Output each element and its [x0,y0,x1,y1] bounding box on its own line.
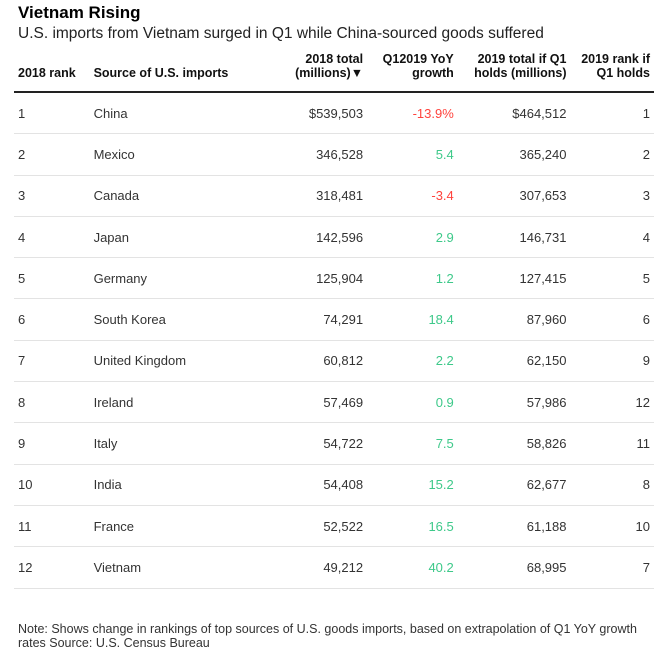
cell-2018-total: 60,812 [260,340,368,383]
cell-source: Mexico [89,133,261,176]
cell-2019-total: 62,677 [469,464,571,506]
cell-source: France [89,505,261,548]
cell-2019-rank: 1 [570,92,654,135]
cell-2019-total: 365,240 [469,133,571,176]
cell-2018-rank: 7 [14,340,90,383]
header-2018-rank[interactable]: 2018 rank [14,52,90,93]
cell-2019-total: 61,188 [469,505,571,548]
table-row: 6 South Korea 74,291 18.4 87,960 6 [14,298,654,341]
cell-2018-total: 74,291 [260,298,368,341]
cell-source: Ireland [89,381,261,424]
cell-2018-rank: 6 [14,298,90,341]
cell-2019-total: 127,415 [469,257,571,300]
cell-2019-rank: 12 [570,381,654,424]
header-source[interactable]: Source of U.S. imports [89,52,261,93]
cell-source: South Korea [89,298,261,341]
cell-2018-total: $539,503 [260,92,368,135]
header-yoy-growth[interactable]: Q12019 YoY growth [367,52,470,93]
cell-yoy-growth: 16.5 [367,505,470,548]
chart-subtitle: U.S. imports from Vietnam surged in Q1 w… [18,25,544,42]
cell-2018-rank: 10 [14,464,90,506]
cell-2019-rank: 6 [570,298,654,341]
table-row: 9 Italy 54,722 7.5 58,826 11 [14,422,654,465]
table-row: 2 Mexico 346,528 5.4 365,240 2 [14,133,654,176]
cell-source: Canada [89,175,261,217]
table-row: 3 Canada 318,481 -3.4 307,653 3 [14,175,654,217]
cell-2018-total: 346,528 [260,133,368,176]
table-row: 8 Ireland 57,469 0.9 57,986 12 [14,381,654,424]
table-row: 10 India 54,408 15.2 62,677 8 [14,464,654,506]
table-body: 1 China $539,503 -13.9% $464,512 1 2 Mexico 346,… [14,92,654,589]
header-row: 2018 rank Source of U.S. imports 2018 to… [14,52,654,93]
cell-2019-total: 58,826 [469,422,571,465]
cell-2019-rank: 5 [570,257,654,300]
cell-2018-total: 49,212 [260,546,368,589]
cell-2018-total: 52,522 [260,505,368,548]
cell-yoy-growth: 18.4 [367,298,470,341]
cell-2019-total: 62,150 [469,340,571,383]
cell-2018-rank: 3 [14,175,90,217]
cell-source: Italy [89,422,261,465]
table-row: 5 Germany 125,904 1.2 127,415 5 [14,257,654,300]
cell-yoy-growth: 15.2 [367,464,470,506]
cell-2018-total: 125,904 [260,257,368,300]
cell-2019-rank: 11 [570,422,654,465]
imports-table: 2018 rank Source of U.S. imports 2018 to… [14,52,654,589]
cell-2018-rank: 8 [14,381,90,424]
cell-yoy-growth: 1.2 [367,257,470,300]
table-row: 1 China $539,503 -13.9% $464,512 1 [14,92,654,135]
cell-2019-rank: 2 [570,133,654,176]
cell-2018-rank: 2 [14,133,90,176]
cell-source: China [89,92,261,135]
cell-2019-total: 87,960 [469,298,571,341]
header-2019-rank[interactable]: 2019 rank if Q1 holds [570,52,654,93]
cell-2019-total: 307,653 [469,175,571,217]
cell-2019-rank: 9 [570,340,654,383]
cell-2019-total: 68,995 [469,546,571,589]
cell-2019-total: 57,986 [469,381,571,424]
table-row: 4 Japan 142,596 2.9 146,731 4 [14,216,654,259]
cell-yoy-growth: 5.4 [367,133,470,176]
cell-2019-rank: 10 [570,505,654,548]
cell-2018-rank: 12 [14,546,90,589]
header-2018-total[interactable]: 2018 total (millions)▼ [260,52,368,93]
cell-source: Germany [89,257,261,300]
table-row: 7 United Kingdom 60,812 2.2 62,150 9 [14,340,654,383]
cell-source: Japan [89,216,261,259]
cell-2019-rank: 7 [570,546,654,589]
cell-yoy-growth: 2.2 [367,340,470,383]
header-2019-total[interactable]: 2019 total if Q1 holds (millions) [469,52,571,93]
cell-yoy-growth: 40.2 [367,546,470,589]
cell-2019-rank: 3 [570,175,654,217]
cell-2018-rank: 9 [14,422,90,465]
cell-2018-total: 54,408 [260,464,368,506]
source-note: Note: Shows change in rankings of top so… [18,622,637,650]
cell-source: Vietnam [89,546,261,589]
cell-yoy-growth: -3.4 [367,175,470,217]
cell-2018-total: 142,596 [260,216,368,259]
cell-2019-rank: 4 [570,216,654,259]
cell-yoy-growth: -13.9% [367,92,470,135]
cell-source: United Kingdom [89,340,261,383]
cell-2019-rank: 8 [570,464,654,506]
cell-2019-total: $464,512 [469,92,571,135]
cell-2018-rank: 5 [14,257,90,300]
chart-title: Vietnam Rising [18,3,141,22]
cell-2019-total: 146,731 [469,216,571,259]
cell-2018-rank: 1 [14,92,90,135]
cell-2018-total: 57,469 [260,381,368,424]
cell-2018-total: 318,481 [260,175,368,217]
cell-source: India [89,464,261,506]
cell-2018-rank: 11 [14,505,90,548]
cell-yoy-growth: 0.9 [367,381,470,424]
cell-yoy-growth: 2.9 [367,216,470,259]
table-row: 11 France 52,522 16.5 61,188 10 [14,505,654,548]
cell-2018-total: 54,722 [260,422,368,465]
cell-yoy-growth: 7.5 [367,422,470,465]
table-row: 12 Vietnam 49,212 40.2 68,995 7 [14,546,654,589]
cell-2018-rank: 4 [14,216,90,259]
